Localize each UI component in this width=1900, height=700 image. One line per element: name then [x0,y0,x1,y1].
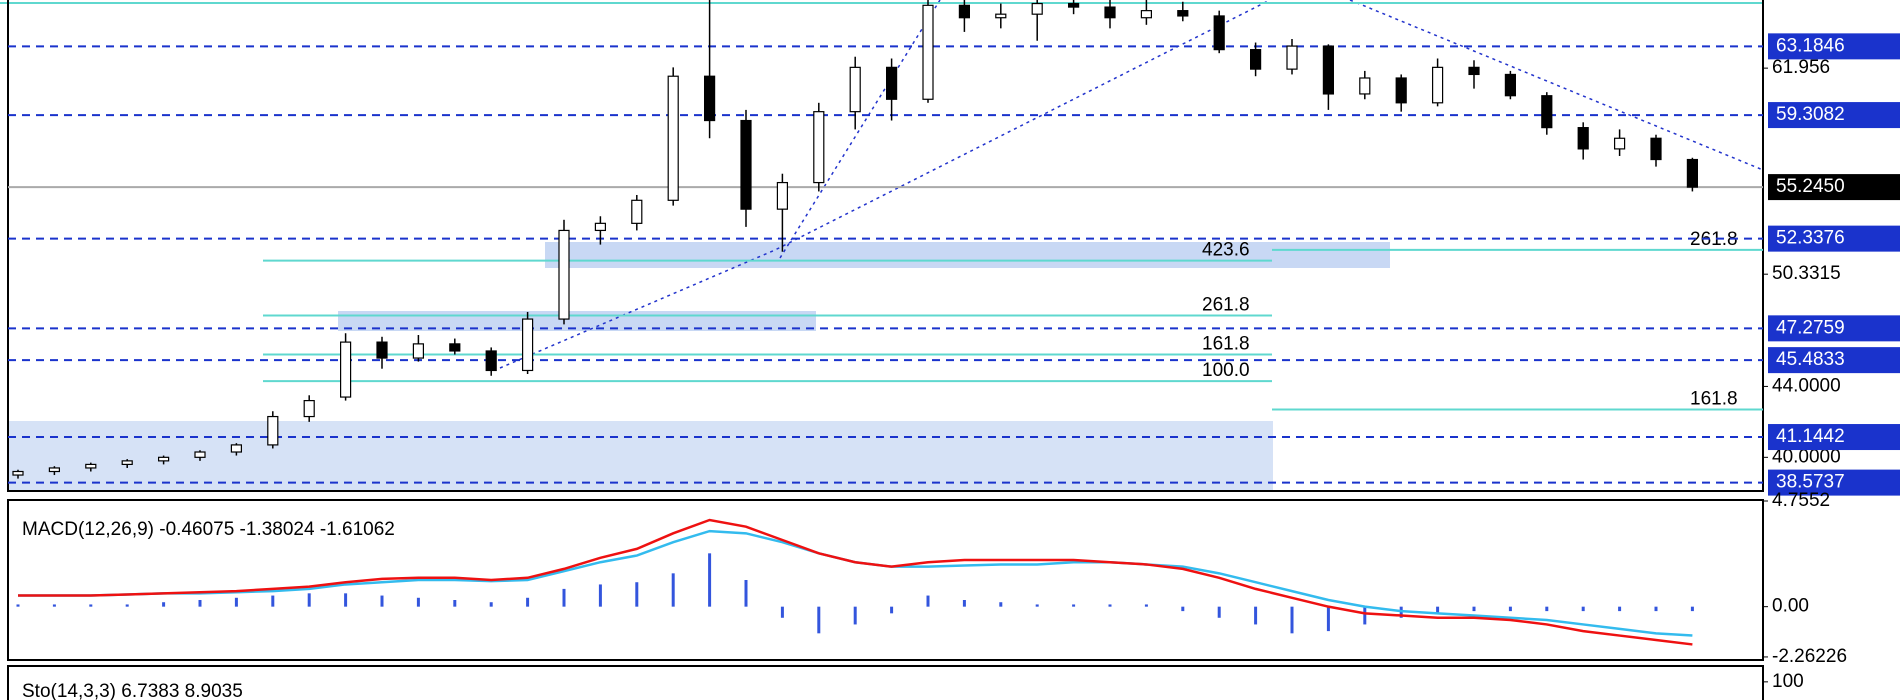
candle-body [158,456,170,462]
level-label: 59.3082 [1776,104,1845,125]
trendline [1349,0,1764,171]
candle-body [958,4,971,19]
y-tick-label: 0.00 [1772,596,1809,617]
candle-body [1286,45,1298,70]
candle-body [1359,77,1371,95]
candle-body [449,343,461,352]
macd-panel [7,499,1764,661]
level-label: 63.1846 [1776,35,1845,56]
zone [338,311,816,331]
candle-body [303,399,315,418]
price-label: 55.2450 [1776,176,1845,197]
main-panel [7,0,1764,492]
y-tick-label: 100 [1772,671,1804,692]
candle-body [740,119,752,210]
y-tick-label: 40.0000 [1772,446,1841,467]
candle-body [340,341,352,398]
sto-panel [7,665,1764,700]
y-tick-label: 61.956 [1772,57,1830,78]
y-tick-label: -2.26226 [1772,646,1847,667]
candle-body [703,75,716,122]
candle-body [194,451,206,458]
candle-body [922,4,934,100]
candle-body [230,444,242,453]
level-box [1768,347,1900,374]
candle-body [267,415,279,446]
candle-body [667,75,679,201]
sto-title: Sto(14,3,3) 6.7383 8.9035 [22,681,243,700]
price-box [1768,174,1900,201]
candle-body [1686,158,1699,188]
level-box [1768,424,1900,451]
candle-body [1322,45,1335,95]
candle-body [12,470,24,476]
macd-line [18,518,1693,646]
y-tick-label: 4.7552 [1772,490,1830,511]
candle-body [48,467,61,473]
candle-body [776,181,789,210]
candle-body [1104,6,1116,19]
candle-body [558,229,570,320]
candle-body [85,463,97,469]
fib-label: 423.6 [1202,240,1250,261]
level-label: 47.2759 [1776,317,1845,338]
candle-body [1577,127,1589,150]
candle-body [1213,15,1225,51]
candle-body [521,318,534,372]
candle-body [1395,77,1407,104]
candle-body [1650,137,1662,161]
candle-body [885,66,898,100]
fib-label: 261.8 [1202,295,1250,316]
fib-label: 100.0 [1202,360,1250,381]
trendline [499,0,1271,369]
candle-body [1504,73,1517,97]
level-label: 38.5737 [1776,472,1845,493]
fib-label: 261.8 [1690,229,1738,250]
level-label: 45.4833 [1776,349,1845,370]
level-label: 41.1442 [1776,426,1845,447]
candle-body [995,13,1007,19]
level-box [1768,225,1900,252]
candle-body [631,199,643,224]
level-box [1768,315,1900,342]
candle-body [594,222,607,232]
candle-body [1613,137,1626,150]
candle-body [1541,95,1553,129]
trendline [779,0,941,259]
candle-body [1031,2,1043,15]
candle-body [121,460,133,466]
fib-label: 161.8 [1690,388,1738,409]
level-box [1768,33,1900,60]
level-box [1768,102,1900,129]
candle-body [1249,49,1262,70]
macd-title: MACD(12,26,9) -0.46075 -1.38024 -1.61062 [22,519,395,540]
candle-body [412,343,424,359]
level-label: 52.3376 [1776,228,1845,249]
candle-body [485,350,497,372]
y-tick-label: 50.3315 [1772,263,1841,284]
candle-body [1177,10,1189,17]
zone [8,421,1273,491]
candle-body [1140,10,1153,19]
level-box [1768,469,1900,496]
fib-label: 161.8 [1202,334,1250,355]
candle-body [376,341,388,359]
y-tick-label: 44.0000 [1772,375,1841,396]
zone [545,242,1390,268]
candle-body [1431,66,1444,104]
candle-body [813,111,825,184]
candle-body [1468,66,1480,76]
candle-body [849,66,861,113]
candle-body [1067,2,1080,8]
